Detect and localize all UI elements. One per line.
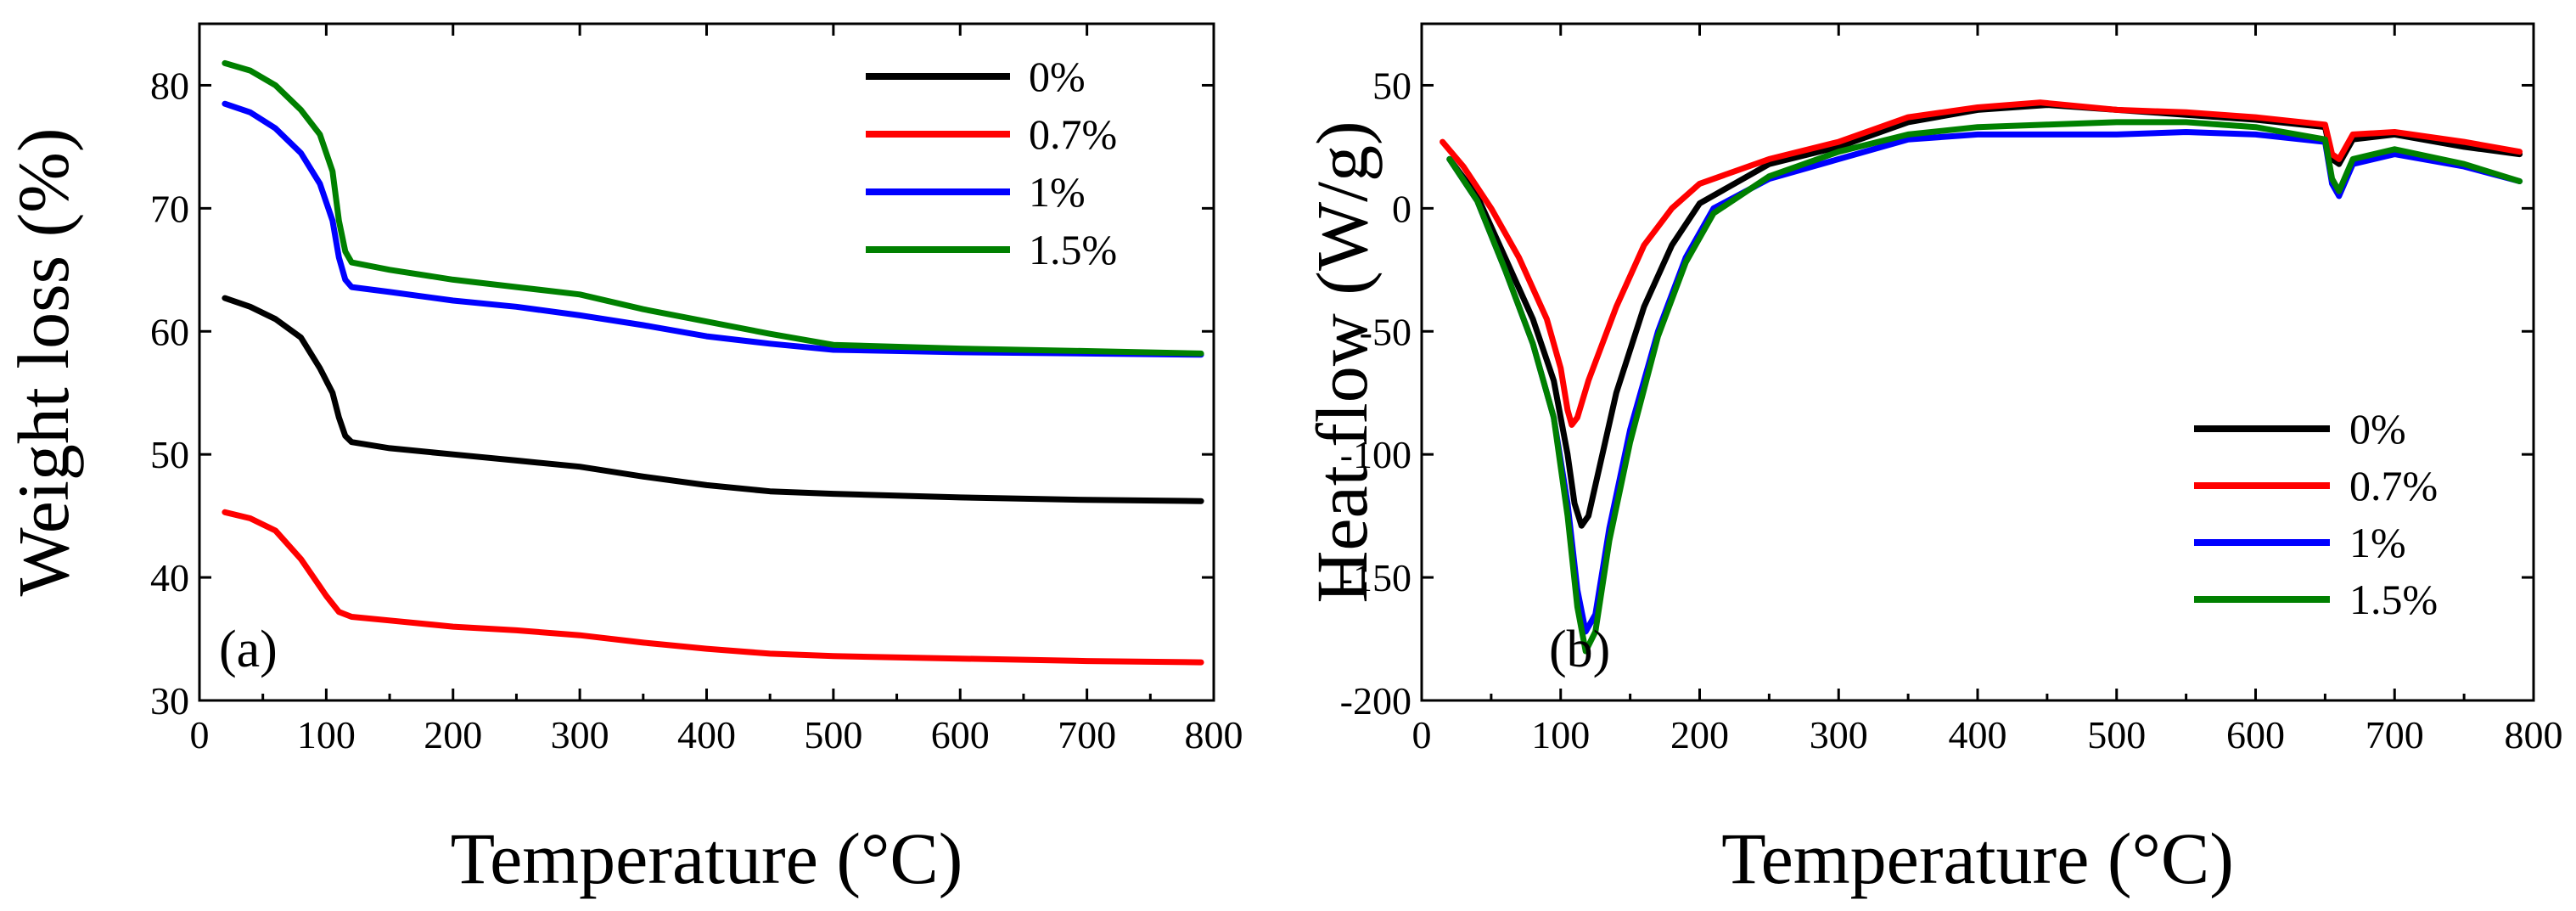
panel-b-xtick-label: 200 xyxy=(1670,713,1729,756)
panel-a-xtick-label: 600 xyxy=(931,713,990,756)
panel-a-xtick-label: 700 xyxy=(1058,713,1116,756)
panel-b-series-line-1.5% xyxy=(1446,119,2523,655)
panel-a-xtick-label: 200 xyxy=(424,713,482,756)
panel-a-ytick-label: 40 xyxy=(150,556,189,599)
panel-a-panel-label: (a) xyxy=(219,621,278,678)
panel-b-xtick-label: 600 xyxy=(2226,713,2285,756)
panel-a-xtick-label: 500 xyxy=(804,713,862,756)
panel-b-xtick-label: 300 xyxy=(1810,713,1868,756)
panel-a-series-line-1.5% xyxy=(222,59,1204,357)
panel-b-y-axis-title: Heat flow (W/g) xyxy=(1301,121,1383,603)
panel-b-xtick-label: 500 xyxy=(2087,713,2146,756)
panel-a-legend: 0% 0.7% 1% 1.5% xyxy=(866,53,1117,273)
panel-b-legend-label: 1% xyxy=(2349,519,2406,566)
panel-a-ytick-label: 80 xyxy=(150,64,189,107)
panel-a-ytick-label: 50 xyxy=(150,433,189,476)
panel-a-legend-label: 1.5% xyxy=(1029,226,1117,273)
panel-b-xtick-label: 400 xyxy=(1949,713,2007,756)
panel-b-legend: 0% 0.7% 1% 1.5% xyxy=(2194,405,2438,623)
panel-b-xtick-label: 700 xyxy=(2366,713,2424,756)
panel-a-xtick-label: 800 xyxy=(1185,713,1243,756)
panel-b-series-line-0% xyxy=(1446,102,2523,529)
panel-b-legend-label: 1.5% xyxy=(2349,576,2438,623)
panel-a-xtick-label: 300 xyxy=(551,713,609,756)
panel-b-legend-label: 0% xyxy=(2349,405,2406,453)
panel-a-legend-label: 0.7% xyxy=(1029,110,1117,158)
panel-a-xtick-label: 100 xyxy=(297,713,356,756)
panel-a-series-line-0% xyxy=(222,295,1204,504)
panel-a-xtick-label: 400 xyxy=(677,713,736,756)
panel-a: 0 100 200 300 400 500 600 700 800 30 40 50 60 70 80 Tem… xyxy=(3,22,1243,899)
panel-b-ytick-label: -100 xyxy=(1340,433,1411,476)
panel-a-x-axis-title: Temperature (°C) xyxy=(451,818,963,899)
panel-a-ytick-label: 70 xyxy=(150,187,189,230)
panel-b-ytick-label: 0 xyxy=(1392,187,1411,230)
panel-b-ytick-label: -50 xyxy=(1360,310,1411,353)
panel-b-series-line-0.7% xyxy=(1440,99,2523,428)
panel-a-series-line-0.7% xyxy=(222,509,1204,666)
panel-b-ytick-label: -150 xyxy=(1340,556,1411,599)
panel-a-xtick-label: 0 xyxy=(190,713,210,756)
panel-b-panel-label: (b) xyxy=(1549,621,1610,678)
panel-b: 0 100 200 300 400 500 600 700 800-200-150-100-50… xyxy=(1301,22,2563,899)
panel-a-legend-label: 1% xyxy=(1029,168,1086,216)
panel-b-x-axis-title: Temperature (°C) xyxy=(1721,818,2234,899)
panel-b-legend-label: 0.7% xyxy=(2349,462,2438,509)
panel-b-ytick-label: -200 xyxy=(1340,679,1411,723)
panel-a-y-axis-title: Weight loss (%) xyxy=(3,128,84,597)
panel-b-ytick-label: 50 xyxy=(1372,64,1411,107)
panel-a-ytick-label: 60 xyxy=(150,310,189,353)
panel-b-xtick-label: 0 xyxy=(1412,713,1432,756)
panel-b-xtick-label: 100 xyxy=(1531,713,1590,756)
panel-a-legend-label: 0% xyxy=(1029,53,1086,100)
panel-b-xtick-label: 800 xyxy=(2505,713,2563,756)
panel-a-ytick-label: 30 xyxy=(150,679,189,723)
panel-a-series-line-1% xyxy=(222,100,1204,358)
